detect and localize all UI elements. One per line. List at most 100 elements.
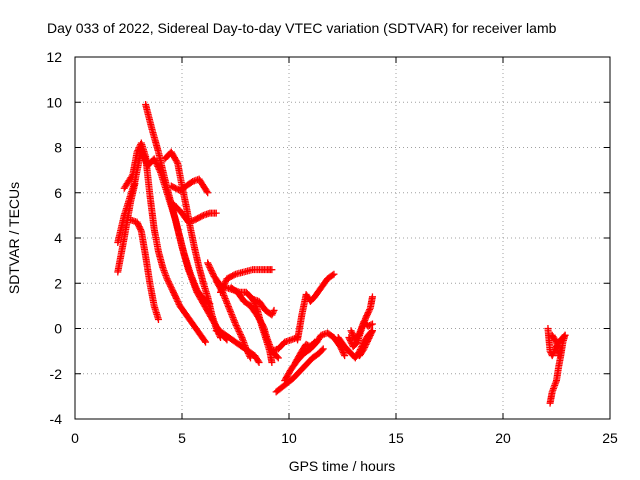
- data-point: [233, 323, 241, 331]
- data-point: [368, 320, 376, 328]
- points-layer: [114, 101, 569, 407]
- data-point: [170, 290, 178, 298]
- data-point: [167, 284, 175, 292]
- data-point: [346, 337, 354, 345]
- data-point: [206, 263, 214, 271]
- data-point: [150, 155, 158, 163]
- data-point: [340, 350, 348, 358]
- data-point: [274, 354, 282, 362]
- x-axis-label: GPS time / hours: [289, 458, 396, 474]
- data-point: [362, 340, 370, 348]
- y-tick-label: 10: [46, 94, 62, 110]
- chart-title: Day 033 of 2022, Sidereal Day-to-day VTE…: [47, 20, 557, 36]
- data-point: [209, 269, 217, 277]
- data-point: [347, 327, 355, 335]
- data-point: [368, 327, 376, 335]
- data-point: [204, 189, 212, 197]
- data-point: [363, 310, 371, 318]
- data-point: [204, 260, 212, 268]
- data-point: [205, 262, 213, 270]
- data-point: [154, 315, 162, 323]
- data-point: [348, 330, 356, 338]
- data-point: [368, 328, 376, 336]
- data-point: [212, 209, 220, 217]
- data-point: [254, 357, 262, 365]
- data-point: [548, 352, 556, 360]
- data-point: [163, 275, 171, 283]
- data-point: [236, 331, 244, 339]
- data-point: [268, 358, 276, 366]
- x-tick-label: 5: [178, 430, 186, 446]
- data-point: [134, 220, 142, 228]
- data-point: [203, 187, 211, 195]
- data-point: [366, 331, 374, 339]
- data-series-track: [272, 345, 327, 396]
- data-series-track: [161, 148, 225, 342]
- data-point: [230, 271, 238, 279]
- data-point: [268, 266, 276, 274]
- data-point: [153, 161, 161, 169]
- data-point: [348, 328, 356, 336]
- data-point: [172, 294, 180, 302]
- data-point: [364, 309, 372, 317]
- data-point: [154, 162, 162, 170]
- data-series-track: [142, 101, 214, 308]
- data-point: [339, 349, 347, 357]
- data-point: [363, 339, 371, 347]
- data-point: [208, 268, 216, 276]
- data-point: [134, 221, 142, 229]
- data-point: [164, 278, 172, 286]
- data-point: [242, 345, 250, 353]
- y-tick-label: 6: [54, 185, 62, 201]
- x-tick-label: 10: [281, 430, 297, 446]
- data-point: [134, 145, 142, 153]
- data-point: [360, 345, 368, 353]
- data-point: [172, 293, 180, 301]
- data-point: [330, 270, 338, 278]
- data-point: [268, 311, 276, 319]
- data-point: [364, 336, 372, 344]
- data-point: [366, 306, 374, 314]
- data-point: [318, 346, 326, 354]
- y-tick-label: -2: [50, 366, 63, 382]
- data-point: [245, 351, 253, 359]
- data-point: [137, 226, 145, 234]
- data-point: [202, 338, 210, 346]
- data-point: [552, 337, 560, 345]
- data-point: [234, 325, 242, 332]
- data-point: [221, 279, 229, 287]
- data-point: [273, 353, 281, 361]
- data-point: [269, 308, 277, 316]
- y-axis-label: SDTVAR / TECUs: [6, 182, 22, 294]
- data-point: [341, 352, 349, 360]
- data-series-track: [120, 139, 210, 346]
- data-series-track: [356, 327, 376, 360]
- data-point: [363, 337, 371, 345]
- data-point: [310, 339, 318, 347]
- data-point: [133, 218, 141, 226]
- data-point: [363, 312, 371, 320]
- data-point: [207, 266, 215, 274]
- data-point: [339, 347, 346, 355]
- data-point: [270, 306, 278, 314]
- data-point: [169, 288, 177, 296]
- data-point: [232, 321, 240, 329]
- data-point: [345, 334, 353, 342]
- data-point: [237, 332, 245, 340]
- data-point: [365, 307, 373, 315]
- x-tick-label: 0: [71, 430, 79, 446]
- ticks-layer: 0 5 10 15 20 25 -4 -2 0 2 4 6 8 10 12: [46, 49, 618, 446]
- data-series-track: [127, 216, 162, 323]
- data-point: [246, 354, 254, 362]
- data-point: [557, 345, 565, 353]
- data-point: [319, 345, 327, 353]
- data-point: [174, 299, 182, 307]
- data-series-track: [167, 175, 212, 197]
- data-point: [135, 223, 143, 231]
- data-point: [269, 309, 277, 317]
- x-tick-label: 20: [495, 430, 511, 446]
- data-point: [134, 147, 142, 155]
- x-tick-label: 15: [388, 430, 404, 446]
- x-tick-label: 25: [602, 430, 618, 446]
